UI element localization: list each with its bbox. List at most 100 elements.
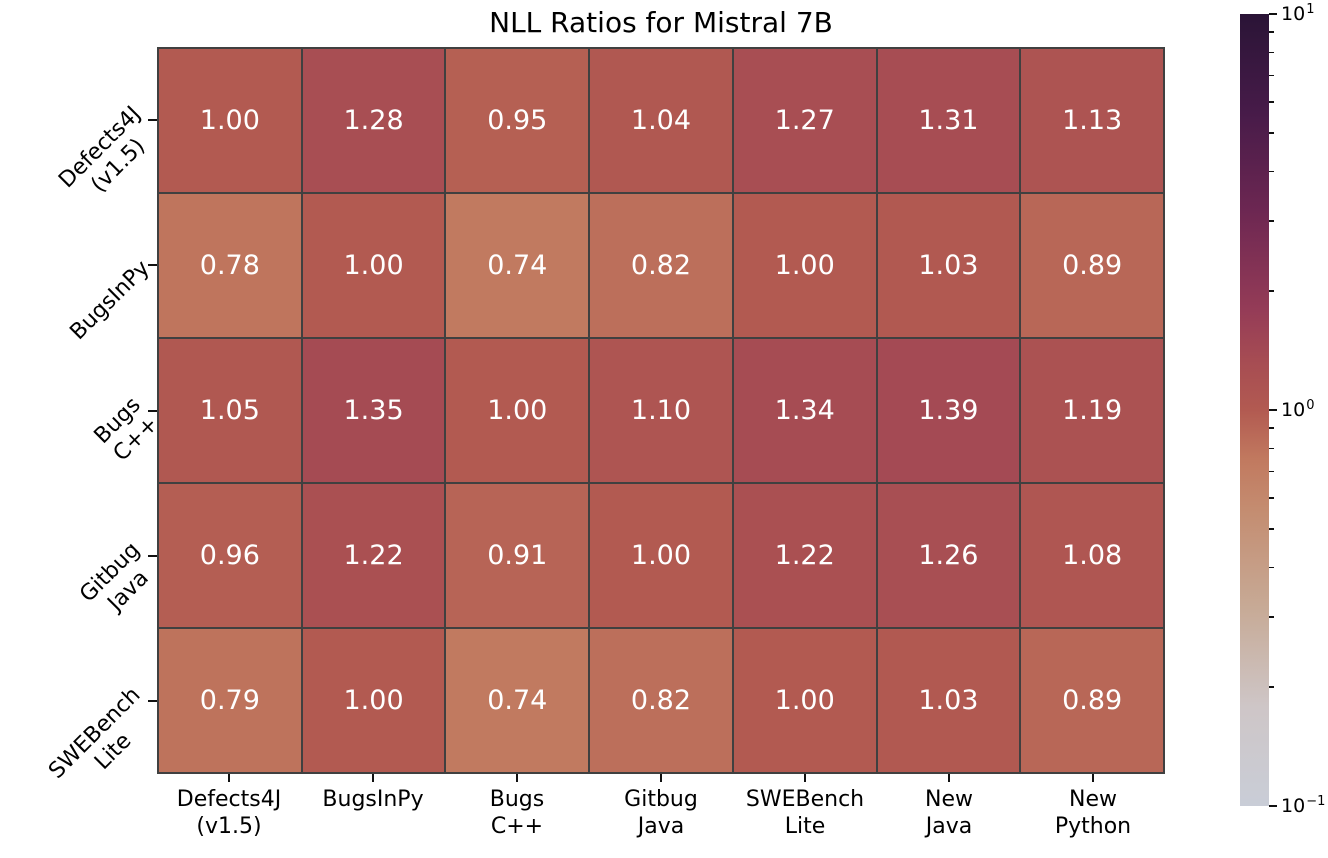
label-line: New bbox=[925, 787, 973, 812]
colorbar-minor-tick bbox=[1269, 566, 1274, 569]
label-line: Gitbug bbox=[624, 787, 698, 812]
label-line: Python bbox=[1054, 814, 1132, 839]
cell-value: 1.31 bbox=[918, 105, 979, 136]
heatmap-cell: 1.00 bbox=[590, 484, 732, 627]
cell-value: 1.00 bbox=[630, 540, 692, 571]
heatmap-cell: 1.00 bbox=[159, 49, 301, 192]
cell-value: 1.00 bbox=[774, 685, 835, 716]
heatmap-cell: 0.74 bbox=[446, 194, 589, 337]
label-line: Java bbox=[925, 814, 973, 839]
heatmap-cell: 1.00 bbox=[302, 629, 445, 772]
heatmap-cell: 1.22 bbox=[302, 484, 445, 627]
x-tick-label: Gitbug Java bbox=[576, 786, 746, 840]
label-line: C++ bbox=[490, 814, 544, 839]
heatmap-cell: 0.89 bbox=[1021, 629, 1163, 772]
label-line: BugsInPy bbox=[65, 255, 155, 346]
colorbar-minor-tick bbox=[1269, 528, 1274, 530]
heatmap-cell: 1.03 bbox=[877, 629, 1020, 772]
heatmap-cell: 0.82 bbox=[590, 629, 732, 772]
colorbar-minor-tick bbox=[1269, 470, 1274, 473]
heatmap-cell: 1.26 bbox=[877, 484, 1020, 627]
power-exponent: 0 bbox=[1306, 397, 1315, 413]
cell-value: 1.08 bbox=[1062, 540, 1123, 571]
colorbar-minor-tick bbox=[1269, 427, 1274, 429]
power-base: 10 bbox=[1281, 795, 1306, 817]
y-tick-mark bbox=[148, 118, 157, 121]
heatmap-cell: 0.82 bbox=[590, 194, 732, 337]
colorbar-major-tick bbox=[1269, 13, 1277, 15]
heatmap-cell: 1.34 bbox=[733, 339, 876, 482]
x-tick-label: New Python bbox=[1008, 786, 1178, 840]
cell-value: 0.89 bbox=[1062, 685, 1123, 716]
colorbar-minor-tick bbox=[1269, 132, 1274, 134]
heatmap-cell: 0.95 bbox=[446, 49, 589, 192]
colorbar bbox=[1240, 14, 1269, 806]
colorbar-tick-label: 100 bbox=[1281, 397, 1315, 421]
cell-value: 1.03 bbox=[918, 685, 979, 716]
colorbar-tick-label: 10−1 bbox=[1281, 793, 1326, 817]
label-line: Lite bbox=[784, 814, 826, 839]
x-tick-label: BugsInPy bbox=[288, 786, 458, 813]
colorbar-minor-tick bbox=[1269, 616, 1274, 618]
heatmap-cell: 1.00 bbox=[733, 629, 876, 772]
cell-value: 1.00 bbox=[343, 250, 404, 281]
cell-value: 0.79 bbox=[199, 685, 260, 716]
heatmap-cell: 1.00 bbox=[446, 339, 589, 482]
cell-value: 1.22 bbox=[774, 540, 835, 571]
heatmap-cell: 1.00 bbox=[733, 194, 876, 337]
cell-value: 1.05 bbox=[199, 395, 260, 426]
colorbar-minor-tick bbox=[1269, 447, 1274, 450]
colorbar-minor-tick bbox=[1269, 31, 1274, 33]
cell-value: 1.00 bbox=[343, 685, 404, 716]
heatmap-cell: 0.96 bbox=[159, 484, 301, 627]
cell-value: 1.00 bbox=[487, 395, 548, 426]
x-tick-mark bbox=[372, 774, 374, 782]
colorbar-minor-tick bbox=[1269, 290, 1274, 292]
heatmap-cell: 1.10 bbox=[590, 339, 732, 482]
power-exponent: −1 bbox=[1306, 793, 1326, 809]
heatmap-cell: 1.27 bbox=[733, 49, 876, 192]
colorbar-minor-tick bbox=[1269, 51, 1274, 54]
cell-value: 1.35 bbox=[343, 395, 404, 426]
x-tick-label: Defects4J (v1.5) bbox=[144, 786, 314, 840]
chart-title: NLL Ratios for Mistral 7B bbox=[489, 6, 833, 39]
cell-value: 0.95 bbox=[487, 105, 548, 136]
cell-value: 1.28 bbox=[343, 105, 404, 136]
heatmap-cell: 0.89 bbox=[1021, 194, 1163, 337]
cell-value: 1.00 bbox=[774, 250, 835, 281]
cell-value: 0.74 bbox=[487, 685, 548, 716]
label-line: Bugs bbox=[489, 787, 545, 812]
heatmap-cell: 1.39 bbox=[877, 339, 1020, 482]
heatmap-cell: 1.08 bbox=[1021, 484, 1163, 627]
x-tick-label: SWEBench Lite bbox=[720, 786, 890, 840]
y-tick-label: Bugs C++ bbox=[89, 392, 164, 467]
cell-value: 0.74 bbox=[487, 250, 548, 281]
cell-value: 1.04 bbox=[630, 105, 692, 136]
heatmap-cell: 0.91 bbox=[446, 484, 589, 627]
y-tick-label: BugsInPy bbox=[65, 256, 155, 346]
heatmap-cell: 1.35 bbox=[302, 339, 445, 482]
cell-value: 0.78 bbox=[199, 250, 260, 281]
cell-value: 0.96 bbox=[199, 540, 260, 571]
heatmap-cell: 1.00 bbox=[302, 194, 445, 337]
heatmap-cell: 1.22 bbox=[733, 484, 876, 627]
colorbar-minor-tick bbox=[1269, 74, 1274, 77]
label-line: BugsInPy bbox=[322, 787, 424, 812]
label-line: SWEBench bbox=[745, 787, 865, 812]
colorbar-minor-tick bbox=[1269, 497, 1274, 499]
colorbar-minor-tick bbox=[1269, 220, 1274, 222]
colorbar-major-tick bbox=[1269, 409, 1277, 411]
cell-value: 1.26 bbox=[918, 540, 979, 571]
colorbar-major-tick bbox=[1269, 805, 1277, 807]
colorbar-minor-tick bbox=[1269, 101, 1274, 103]
y-tick-label: Gitbug Java bbox=[76, 538, 165, 627]
cell-value: 1.19 bbox=[1062, 395, 1123, 426]
colorbar-minor-tick bbox=[1269, 686, 1274, 688]
x-tick-mark bbox=[948, 774, 950, 782]
heatmap-cell: 1.28 bbox=[302, 49, 445, 192]
cell-value: 1.03 bbox=[918, 250, 979, 281]
heatmap-cell: 1.03 bbox=[877, 194, 1020, 337]
heatmap-grid: 1.00 1.28 0.95 1.04 1.27 1.31 1.13 0.78 1.00 0.74… bbox=[157, 47, 1165, 774]
cell-value: 1.22 bbox=[343, 540, 404, 571]
